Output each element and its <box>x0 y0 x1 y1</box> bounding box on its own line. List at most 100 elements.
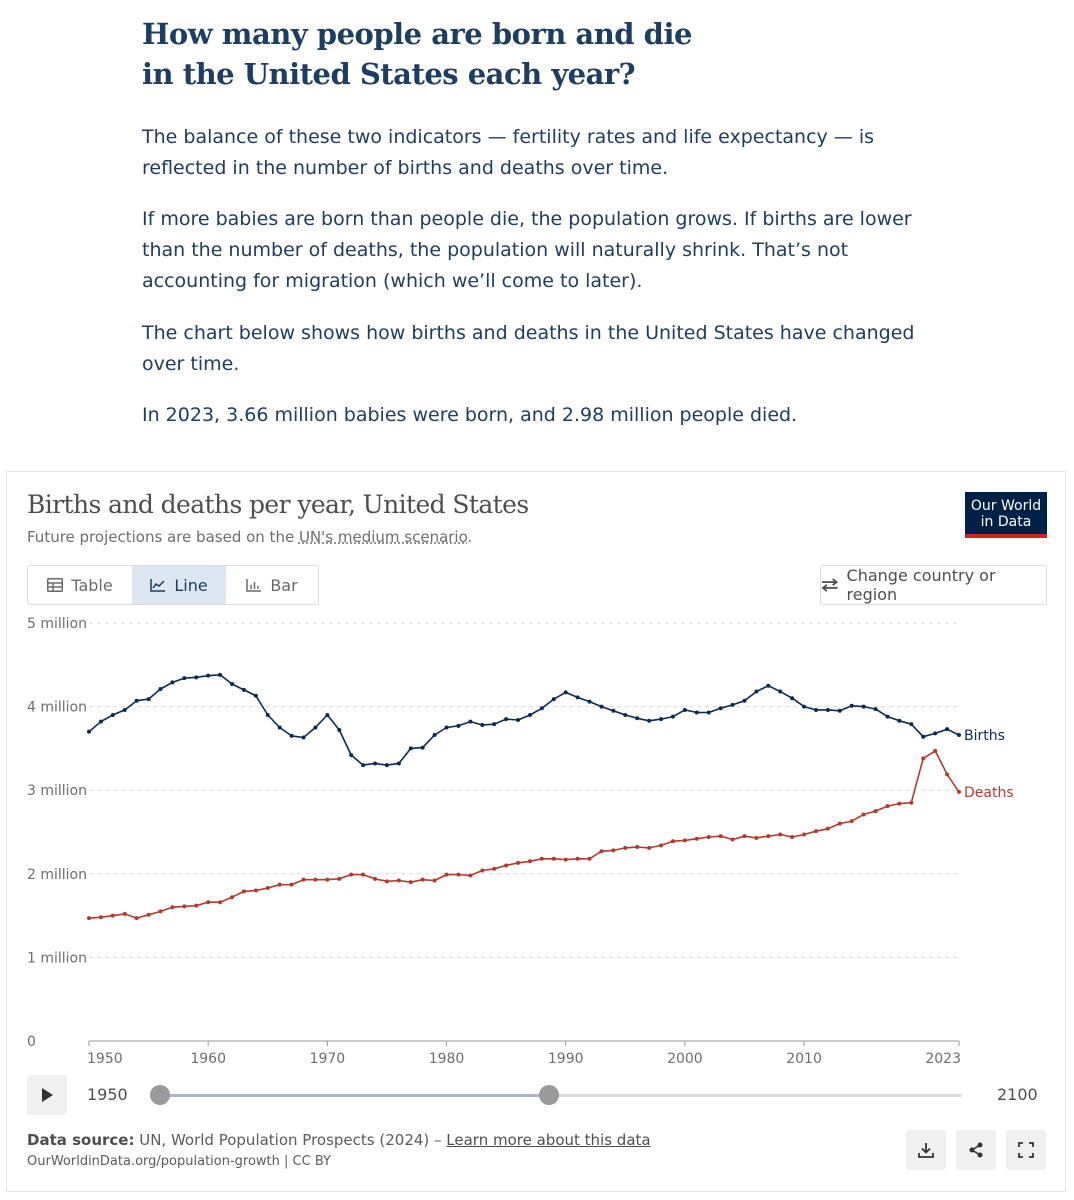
fullscreen-button[interactable] <box>1006 1130 1046 1170</box>
share-button[interactable] <box>956 1130 996 1170</box>
deaths-data-point <box>420 877 425 882</box>
play-button[interactable] <box>27 1075 67 1115</box>
births-data-point <box>909 722 914 727</box>
x-tick-label: 2023 <box>925 1051 961 1067</box>
timeline-track[interactable] <box>150 1085 962 1105</box>
births-data-point <box>551 697 556 702</box>
deaths-series-label: Deaths <box>964 785 1014 801</box>
deaths-data-point <box>778 832 783 837</box>
births-data-point <box>206 673 211 678</box>
deaths-data-point <box>813 829 818 834</box>
births-data-point <box>265 712 270 717</box>
births-data-point <box>170 680 175 685</box>
births-data-point <box>253 693 258 698</box>
deaths-data-point <box>361 872 366 877</box>
deaths-data-point <box>384 879 389 884</box>
deaths-data-point <box>861 812 866 817</box>
births-data-point <box>146 697 151 702</box>
deaths-data-point <box>718 834 723 839</box>
deaths-data-point <box>230 895 235 900</box>
line-chart-icon <box>150 579 166 592</box>
deaths-data-point <box>373 876 378 881</box>
deaths-data-point <box>670 839 675 844</box>
births-data-point <box>694 710 699 715</box>
learn-more-link[interactable]: Learn more about this data <box>446 1131 651 1149</box>
births-data-point <box>480 722 485 727</box>
deaths-data-point <box>539 856 544 861</box>
deaths-data-point <box>587 856 592 861</box>
deaths-data-point <box>158 909 163 914</box>
deaths-data-point <box>742 834 747 839</box>
timeline-start-handle[interactable] <box>150 1085 170 1105</box>
deaths-data-point <box>575 856 580 861</box>
deaths-data-point <box>134 916 139 921</box>
data-source-text: UN, World Population Prospects (2024) – <box>134 1131 447 1149</box>
deaths-data-point <box>146 912 151 917</box>
x-tick-label: 2000 <box>667 1051 703 1067</box>
births-data-point <box>361 763 366 768</box>
births-data-point <box>527 712 532 717</box>
births-data-point <box>241 687 246 692</box>
births-data-point <box>98 719 103 724</box>
deaths-data-point <box>909 800 914 805</box>
download-icon <box>918 1143 934 1158</box>
births-data-point <box>158 687 163 692</box>
births-data-point <box>456 723 461 728</box>
tab-line-label: Line <box>174 575 208 595</box>
births-data-point <box>754 689 759 694</box>
x-tick-label: 1990 <box>548 1051 584 1067</box>
logo-line-1: Our World <box>970 498 1042 514</box>
download-button[interactable] <box>906 1130 946 1170</box>
births-data-point <box>337 728 342 733</box>
births-data-point <box>420 745 425 750</box>
y-tick-label: 3 million <box>27 783 87 799</box>
births-data-point <box>659 717 664 722</box>
births-data-point <box>313 725 318 730</box>
x-tick-label: 2010 <box>786 1051 822 1067</box>
x-tick-label: 1980 <box>429 1051 465 1067</box>
births-data-point <box>432 733 437 738</box>
x-tick-label: 1960 <box>190 1051 226 1067</box>
births-data-point <box>587 699 592 704</box>
deaths-data-point <box>218 900 223 905</box>
births-data-point <box>790 696 795 701</box>
timeline-end-handle[interactable] <box>539 1085 559 1105</box>
tab-table[interactable]: Table <box>28 566 132 604</box>
owid-logo[interactable]: Our World in Data <box>965 492 1047 538</box>
births-data-point <box>670 714 675 719</box>
play-icon <box>42 1088 53 1102</box>
x-tick-label: 1950 <box>87 1051 123 1067</box>
change-country-button[interactable]: Change country or region <box>820 565 1047 605</box>
births-data-point <box>706 710 711 715</box>
births-data-point <box>492 722 497 727</box>
table-icon <box>47 578 64 592</box>
timeline: 1950 2100 <box>27 1075 1057 1119</box>
y-tick-label: 2 million <box>27 867 87 883</box>
births-data-point <box>87 729 91 734</box>
source-url[interactable]: OurWorldinData.org/population-growth | C… <box>27 1154 331 1169</box>
births-data-point <box>885 714 890 719</box>
deaths-data-point <box>849 819 854 824</box>
deaths-data-point <box>694 836 699 841</box>
article-title-line-2: in the United States each year? <box>142 57 636 91</box>
x-tick-label: 1970 <box>310 1051 346 1067</box>
deaths-data-point <box>635 845 640 850</box>
deaths-data-point <box>206 900 211 905</box>
chart-subtitle: Future projections are based on the UN's… <box>27 528 472 546</box>
article-paragraph-1: The balance of these two indicators — fe… <box>142 126 875 179</box>
scenario-link[interactable]: UN's medium scenario <box>298 528 468 546</box>
births-data-point <box>933 731 938 736</box>
deaths-data-point <box>647 845 652 850</box>
change-country-label: Change country or region <box>846 566 996 604</box>
deaths-data-point <box>599 849 604 854</box>
article: How many people are born and die in the … <box>142 14 942 426</box>
tab-bar[interactable]: Bar <box>226 566 318 604</box>
tab-line[interactable]: Line <box>132 566 226 604</box>
births-data-point <box>813 707 818 712</box>
deaths-data-point <box>551 856 556 861</box>
chart-subtitle-prefix: Future projections are based on the <box>27 528 299 546</box>
deaths-data-point <box>325 877 330 882</box>
tab-bar-label: Bar <box>270 575 298 595</box>
births-data-point <box>647 718 652 723</box>
deaths-data-point <box>289 882 294 887</box>
